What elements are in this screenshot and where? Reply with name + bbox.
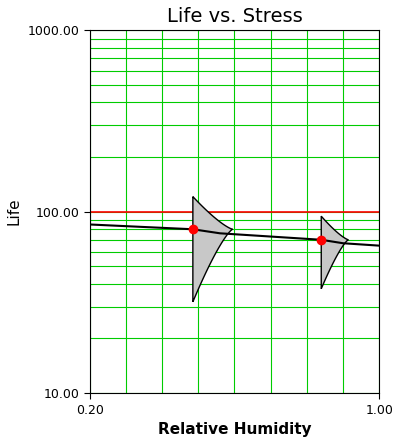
Y-axis label: Life: Life <box>7 198 22 226</box>
Polygon shape <box>321 216 348 289</box>
Polygon shape <box>193 197 233 302</box>
Title: Life vs. Stress: Life vs. Stress <box>166 7 302 26</box>
X-axis label: Relative Humidity: Relative Humidity <box>158 422 311 437</box>
